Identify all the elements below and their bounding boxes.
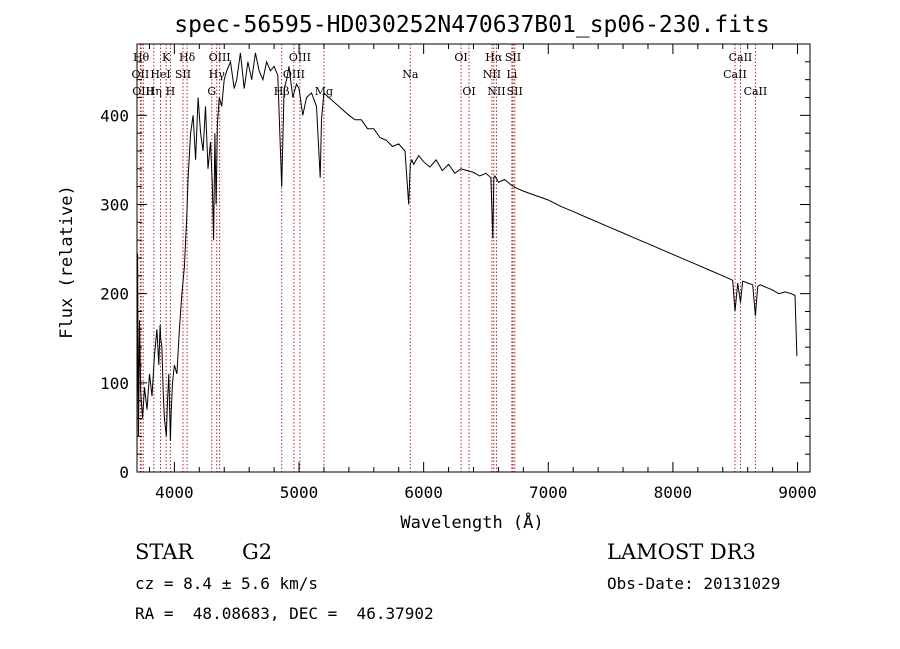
line-label: Na <box>402 68 419 81</box>
plot-frame <box>136 43 811 473</box>
x-tick-label: 9000 <box>778 483 817 502</box>
line-label: OIII <box>209 51 231 64</box>
line-labels: HθOIIOIIIHηHeIKHSIIHδGHγOIIIHβOIIIOIIIMg… <box>132 51 768 98</box>
line-label: Hη <box>146 85 162 98</box>
line-label: Hγ <box>209 68 226 81</box>
line-label: Hα <box>485 51 503 64</box>
chart-title: spec-56595-HD030252N470637B01_sp06-230.f… <box>174 12 769 38</box>
line-label: OIII <box>132 85 154 98</box>
line-label: Li <box>506 68 517 81</box>
line-markers <box>139 44 756 472</box>
line-label: OI <box>462 85 475 98</box>
line-label: OIII <box>283 68 305 81</box>
line-label: NII <box>487 85 505 98</box>
line-label: SII <box>507 85 523 98</box>
x-tick-label: 5000 <box>280 483 319 502</box>
y-tick-label: 200 <box>100 285 129 304</box>
x-tick-label: 8000 <box>654 483 693 502</box>
line-label: CaII <box>744 85 768 98</box>
x-tick-label: 4000 <box>155 483 194 502</box>
spectrum-line <box>136 52 798 459</box>
spectrum-chart: spec-56595-HD030252N470637B01_sp06-230.f… <box>57 12 817 533</box>
obs-date-text: Obs-Date: 20131029 <box>607 574 781 593</box>
line-label: NII <box>483 68 501 81</box>
line-label: Hδ <box>179 51 196 64</box>
object-class: STAR <box>135 540 194 564</box>
x-axis-label: Wavelength (Å) <box>400 511 543 533</box>
line-label: Hβ <box>274 85 290 98</box>
line-label: SII <box>505 51 521 64</box>
line-label: HeI <box>150 68 170 81</box>
line-label: OI <box>454 51 467 64</box>
x-tick-label: 6000 <box>404 483 443 502</box>
y-tick-label: 100 <box>100 374 129 393</box>
line-label: CaII <box>723 68 747 81</box>
line-label: K <box>162 51 171 64</box>
survey-name: LAMOST DR3 <box>607 540 756 564</box>
y-tick-label: 400 <box>100 106 129 125</box>
coordinates-text: RA = 48.08683, DEC = 46.37902 <box>135 604 434 623</box>
line-label: OII <box>132 68 150 81</box>
line-label: OIII <box>289 51 311 64</box>
line-label: CaII <box>729 51 753 64</box>
redshift-text: cz = 8.4 ± 5.6 km/s <box>135 574 319 593</box>
y-tick-label: 0 <box>119 463 129 482</box>
y-axis: 0 100 200 300 400 <box>100 61 810 482</box>
line-label: Mg <box>315 85 333 98</box>
y-axis-label: Flux (relative) <box>57 185 77 339</box>
line-label: SII <box>175 68 191 81</box>
y-tick-label: 300 <box>100 196 129 215</box>
object-subclass: G2 <box>242 540 273 564</box>
line-label: H <box>166 85 176 98</box>
x-axis: 4000 5000 6000 7000 8000 9000 <box>148 44 817 502</box>
x-tick-label: 7000 <box>529 483 568 502</box>
line-label: G <box>207 85 216 98</box>
